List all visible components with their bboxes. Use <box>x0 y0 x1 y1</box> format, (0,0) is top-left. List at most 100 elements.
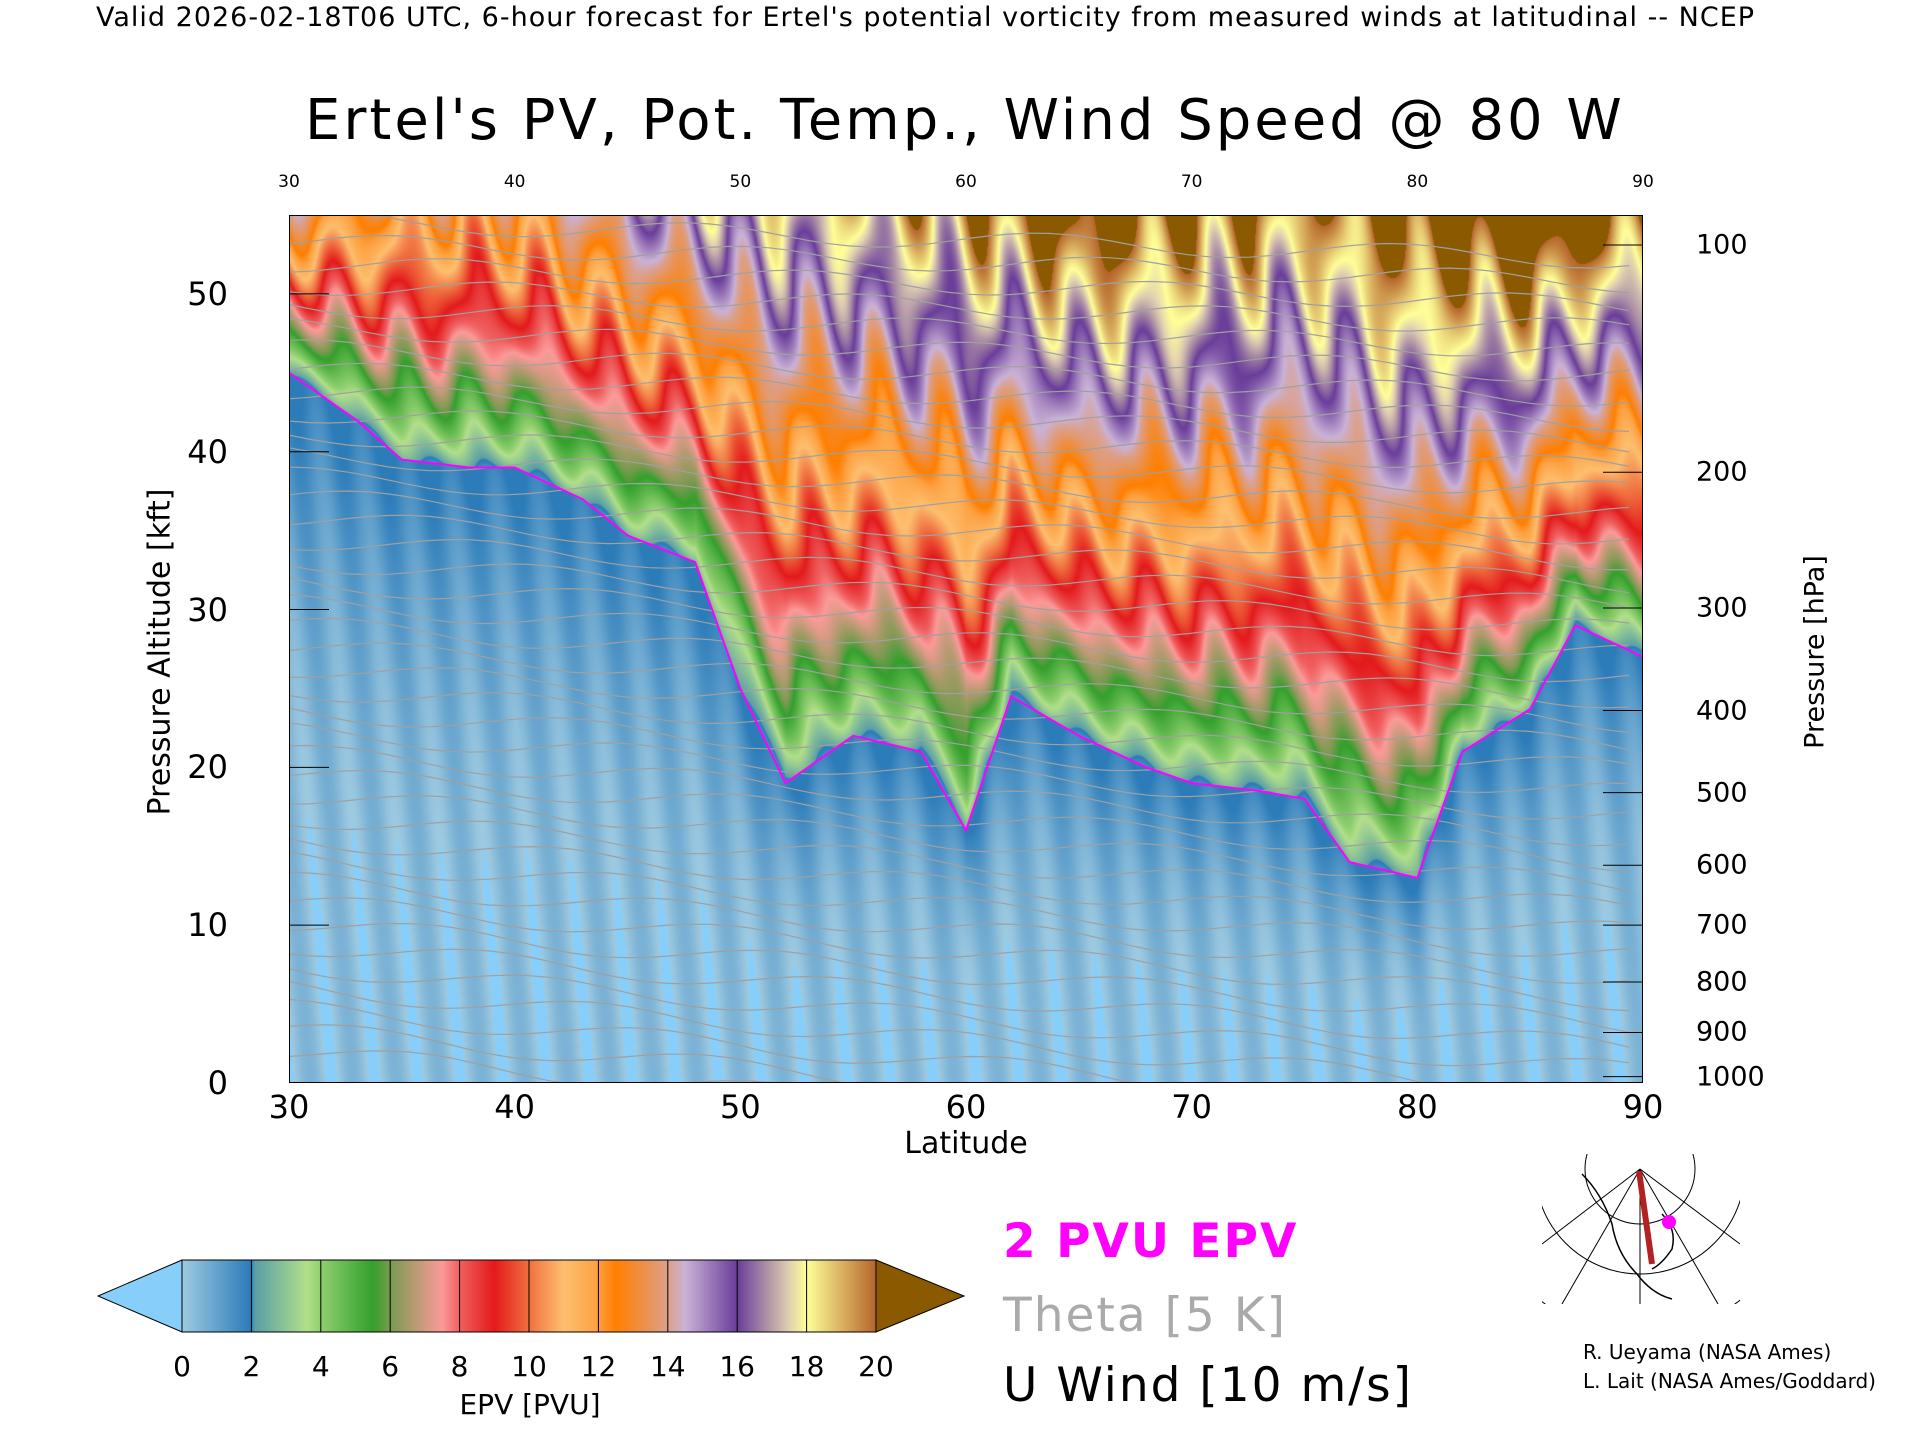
theta-isoline <box>289 948 1630 1048</box>
pressure-tick-label: 800 <box>1696 966 1748 998</box>
colorbar-tick-label: 16 <box>719 1350 756 1383</box>
theta-isoline <box>289 490 1629 571</box>
colorbar-tick-label: 2 <box>242 1350 261 1383</box>
theta-isoline <box>289 339 1630 407</box>
lat-tick-label: 60 <box>945 1088 987 1126</box>
pressure-tick-label: 100 <box>1696 229 1748 261</box>
pressure-tick-label: 900 <box>1696 1016 1748 1048</box>
kft-tick-label: 50 <box>187 274 228 313</box>
colorbar-over-arrow <box>875 1259 966 1333</box>
cross-section-path <box>1636 1170 1655 1265</box>
theta-isoline <box>289 410 1630 469</box>
theta-isoline <box>289 281 1630 332</box>
colorbar-tick-label: 12 <box>580 1350 617 1383</box>
x-axis-label: Latitude <box>904 1126 1028 1161</box>
theta-isoline <box>289 707 1630 794</box>
pv-2pvu-contour <box>289 371 1643 879</box>
y2-axis-label: Pressure [hPa] <box>1799 555 1831 749</box>
lat-tick-label: 40 <box>494 1088 536 1126</box>
top-lat-tick-label: 90 <box>1632 172 1654 192</box>
theta-isoline <box>289 722 1630 820</box>
colorbar-tick-label: 0 <box>173 1350 191 1383</box>
theta-isoline <box>289 362 1630 432</box>
theta-isoline <box>289 998 1136 1083</box>
theta-isoline <box>289 837 1630 930</box>
pressure-tick-label: 700 <box>1696 909 1748 941</box>
theta-isoline <box>289 769 1630 873</box>
kft-tick-label: 40 <box>187 432 228 471</box>
chart-title: Ertel's PV, Pot. Temp., Wind Speed @ 80 … <box>305 88 1625 153</box>
plot-frame <box>289 215 1643 1083</box>
lat-tick-label: 30 <box>268 1088 310 1126</box>
colorbar-tick-label: 10 <box>511 1350 547 1383</box>
theta-isoline <box>289 386 1630 453</box>
pressure-tick-label: 300 <box>1696 592 1748 624</box>
theta-isoline <box>289 871 1630 984</box>
theta-isoline <box>289 897 1630 1012</box>
theta-isoline <box>289 594 1630 683</box>
top-lat-tick-label: 80 <box>1406 172 1429 192</box>
pressure-tick-label: 500 <box>1696 777 1748 809</box>
top-lat-tick-label: 60 <box>955 172 977 192</box>
kft-tick-label: 10 <box>187 906 228 945</box>
colorbar-tick-label: 4 <box>311 1350 330 1383</box>
pressure-tick-label: 400 <box>1696 695 1748 727</box>
colorbar-tick-label: 20 <box>858 1350 894 1383</box>
valid-time-header: Valid 2026-02-18T06 UTC, 6-hour forecast… <box>96 2 1756 33</box>
legend-u-wind: U Wind [10 m/s] <box>1003 1358 1413 1413</box>
top-lat-tick-label: 30 <box>278 172 300 192</box>
colorbar-tick-label: 18 <box>788 1350 825 1383</box>
pressure-tick-label: 1000 <box>1696 1061 1765 1093</box>
kft-tick-label: 0 <box>207 1064 228 1102</box>
theta-isoline <box>289 304 1630 357</box>
legend-2pvu: 2 PVU EPV <box>1003 1214 1299 1269</box>
theta-isoline <box>289 692 1630 767</box>
theta-isoline <box>289 923 1630 1033</box>
top-lat-tick-label: 40 <box>503 172 526 192</box>
theta-isoline <box>289 968 1630 1067</box>
location-marker <box>1662 1215 1676 1229</box>
pressure-tick-label: 200 <box>1696 456 1748 488</box>
credit-line-2: L. Lait (NASA Ames/Goddard) <box>1583 1369 1876 1393</box>
credit-line-1: R. Ueyama (NASA Ames) <box>1583 1340 1832 1364</box>
theta-isoline <box>289 514 1630 594</box>
theta-isoline <box>289 466 1630 545</box>
kft-tick-label: 30 <box>187 590 228 629</box>
theta-isoline <box>289 851 1630 957</box>
y-axis-label: Pressure Altitude [kft] <box>142 488 178 816</box>
lat-tick-label: 80 <box>1396 1088 1438 1126</box>
theta-isoline <box>289 538 1630 609</box>
theta-isoline <box>289 617 1630 709</box>
cross-section-plot <box>289 215 1643 1083</box>
theta-isoline <box>289 1024 1050 1083</box>
top-lat-tick-label: 70 <box>1180 172 1203 192</box>
theta-isoline <box>289 577 1630 657</box>
theta-isoline <box>289 234 1630 294</box>
top-lat-tick-label: 50 <box>729 172 752 192</box>
colorbar-under-arrow <box>96 1259 183 1333</box>
theta-isoline <box>289 642 1630 734</box>
colorbar-tick-label: 6 <box>381 1350 400 1383</box>
colorbar <box>96 1259 966 1333</box>
lat-tick-label: 90 <box>1622 1088 1664 1126</box>
theta-isoline <box>362 215 1630 269</box>
kft-tick-label: 20 <box>187 748 228 787</box>
theta-isoline <box>289 795 1630 892</box>
legend-theta: Theta [5 K] <box>1003 1288 1287 1343</box>
pressure-tick-label: 600 <box>1696 849 1748 881</box>
theta-isoline <box>289 744 1630 847</box>
lat-tick-label: 50 <box>719 1088 761 1126</box>
plot-overlay <box>289 215 1643 1083</box>
colorbar-title: EPV [PVU] <box>459 1388 601 1421</box>
theta-isoline <box>289 258 1630 312</box>
theta-isoline <box>289 667 1630 751</box>
theta-isoline <box>289 1050 780 1083</box>
theta-isoline <box>289 317 1630 382</box>
location-map-inset <box>1542 1154 1740 1304</box>
theta-isoline <box>289 447 1630 519</box>
theta-isoline <box>289 980 1427 1083</box>
theta-isoline <box>289 563 1630 631</box>
lat-tick-label: 70 <box>1171 1088 1213 1126</box>
colorbar-tick-label: 14 <box>649 1350 686 1383</box>
epv-heatmap <box>289 215 1643 1083</box>
